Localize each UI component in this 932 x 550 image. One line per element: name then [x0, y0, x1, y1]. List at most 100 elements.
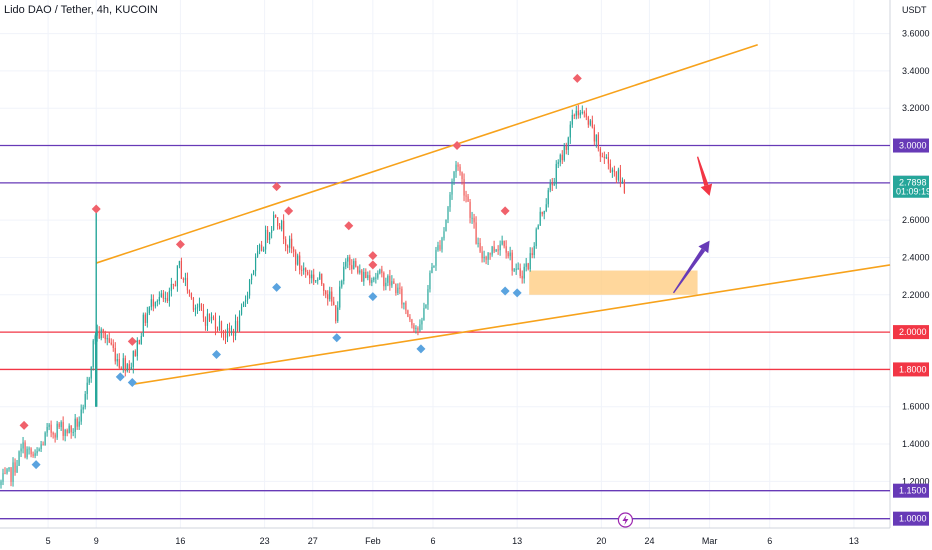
candle-body	[369, 275, 371, 283]
candle-body	[317, 279, 319, 281]
candle-body	[379, 269, 381, 274]
candle-body	[529, 253, 531, 270]
candle-body	[467, 196, 469, 202]
candle-body	[95, 332, 98, 407]
candle-body	[90, 367, 92, 379]
candle-body	[521, 275, 523, 279]
candle-body	[230, 330, 233, 333]
candle-body	[244, 299, 247, 302]
candle-body	[142, 314, 144, 336]
candle-body	[531, 253, 533, 256]
x-tick-label: 23	[260, 536, 270, 546]
candle-body	[267, 229, 269, 240]
candle-body	[287, 245, 289, 248]
candle-body	[365, 271, 367, 278]
candle-body	[202, 309, 205, 318]
candle-body	[24, 442, 26, 458]
candle-body	[136, 340, 138, 357]
candle-body	[293, 248, 295, 252]
candle-body	[535, 229, 537, 247]
candle-body	[425, 304, 427, 309]
candle-body	[50, 424, 52, 433]
trough-marker	[115, 372, 125, 382]
candle-body	[80, 409, 82, 422]
candle-body	[124, 358, 126, 372]
candle-body	[279, 226, 281, 230]
candle-body	[607, 157, 609, 164]
candle-body	[355, 261, 357, 267]
candle-body	[325, 290, 327, 295]
y-tick-label: 1.4000	[902, 439, 930, 449]
candle-body	[381, 269, 383, 273]
currency-label: USDT	[902, 5, 927, 15]
candle-body	[497, 249, 499, 251]
candle-body	[315, 280, 317, 282]
peak-marker	[272, 182, 282, 192]
candle-body	[150, 299, 152, 308]
down-arrow	[696, 156, 713, 196]
candle-body	[319, 273, 321, 280]
candle-body	[387, 275, 389, 283]
candle-body	[4, 473, 6, 475]
last-price-label-background	[893, 175, 929, 198]
candle-body	[329, 291, 331, 300]
y-tick-label: 2.2000	[902, 290, 930, 300]
y-tick-label: 2.6000	[902, 215, 930, 225]
trend-line	[132, 264, 891, 386]
candle-body	[463, 179, 465, 196]
candle-body	[549, 183, 551, 191]
candle-body	[40, 444, 42, 450]
peak-marker	[19, 420, 29, 430]
candle-body	[86, 382, 88, 394]
candle-body	[397, 287, 399, 294]
candle-body	[114, 348, 116, 362]
candle-body	[595, 134, 597, 142]
candle-body	[577, 110, 579, 116]
candle-body	[483, 256, 485, 259]
candle-body	[20, 448, 22, 452]
candle-body	[122, 358, 124, 370]
candle-body	[208, 313, 211, 321]
candle-body	[100, 329, 102, 339]
candle-body	[34, 453, 36, 456]
peak-marker	[500, 206, 510, 216]
x-tick-label: 27	[308, 536, 318, 546]
candle-body	[164, 297, 166, 299]
arrow-shaft	[672, 248, 706, 294]
candle-body	[146, 313, 148, 323]
candle-body	[485, 256, 487, 260]
chart-title: Lido DAO / Tether, 4h, KUCOIN	[4, 4, 158, 16]
candle-body	[156, 301, 158, 303]
candle-body	[60, 422, 62, 428]
candle-body	[525, 263, 527, 267]
candle-body	[471, 217, 473, 219]
candle-body	[589, 120, 591, 125]
candle-body	[601, 156, 603, 158]
candle-body	[196, 307, 199, 309]
candle-body	[493, 246, 495, 252]
lightning-icon-bolt	[622, 515, 629, 525]
y-tick-label: 3.4000	[902, 66, 930, 76]
candle-body	[413, 325, 415, 330]
candle-body	[389, 275, 391, 286]
candle-body	[557, 162, 559, 164]
peak-marker	[91, 204, 101, 214]
candle-body	[543, 210, 545, 215]
x-tick-label: 5	[46, 536, 51, 546]
trough-marker	[127, 377, 137, 387]
candle-body	[421, 320, 423, 325]
candle-body	[52, 432, 54, 435]
candle-body	[331, 291, 333, 302]
candle-body	[537, 225, 539, 230]
candle-body	[343, 266, 345, 281]
candle-body	[262, 249, 265, 251]
candle-body	[359, 270, 361, 273]
x-tick-label: Mar	[702, 536, 718, 546]
candle-body	[399, 287, 401, 289]
candle-body	[216, 329, 219, 331]
candle-body	[277, 217, 279, 227]
candle-body	[375, 277, 377, 279]
candle-body	[271, 229, 273, 233]
candle-body	[393, 281, 395, 284]
